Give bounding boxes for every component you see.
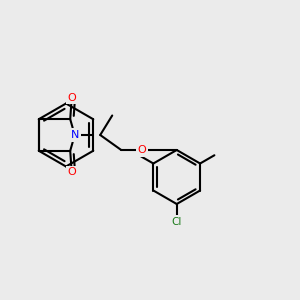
Text: O: O [67,93,76,103]
Text: O: O [138,145,147,155]
Text: Cl: Cl [172,217,182,227]
Text: O: O [67,167,76,177]
Text: N: N [70,130,79,140]
